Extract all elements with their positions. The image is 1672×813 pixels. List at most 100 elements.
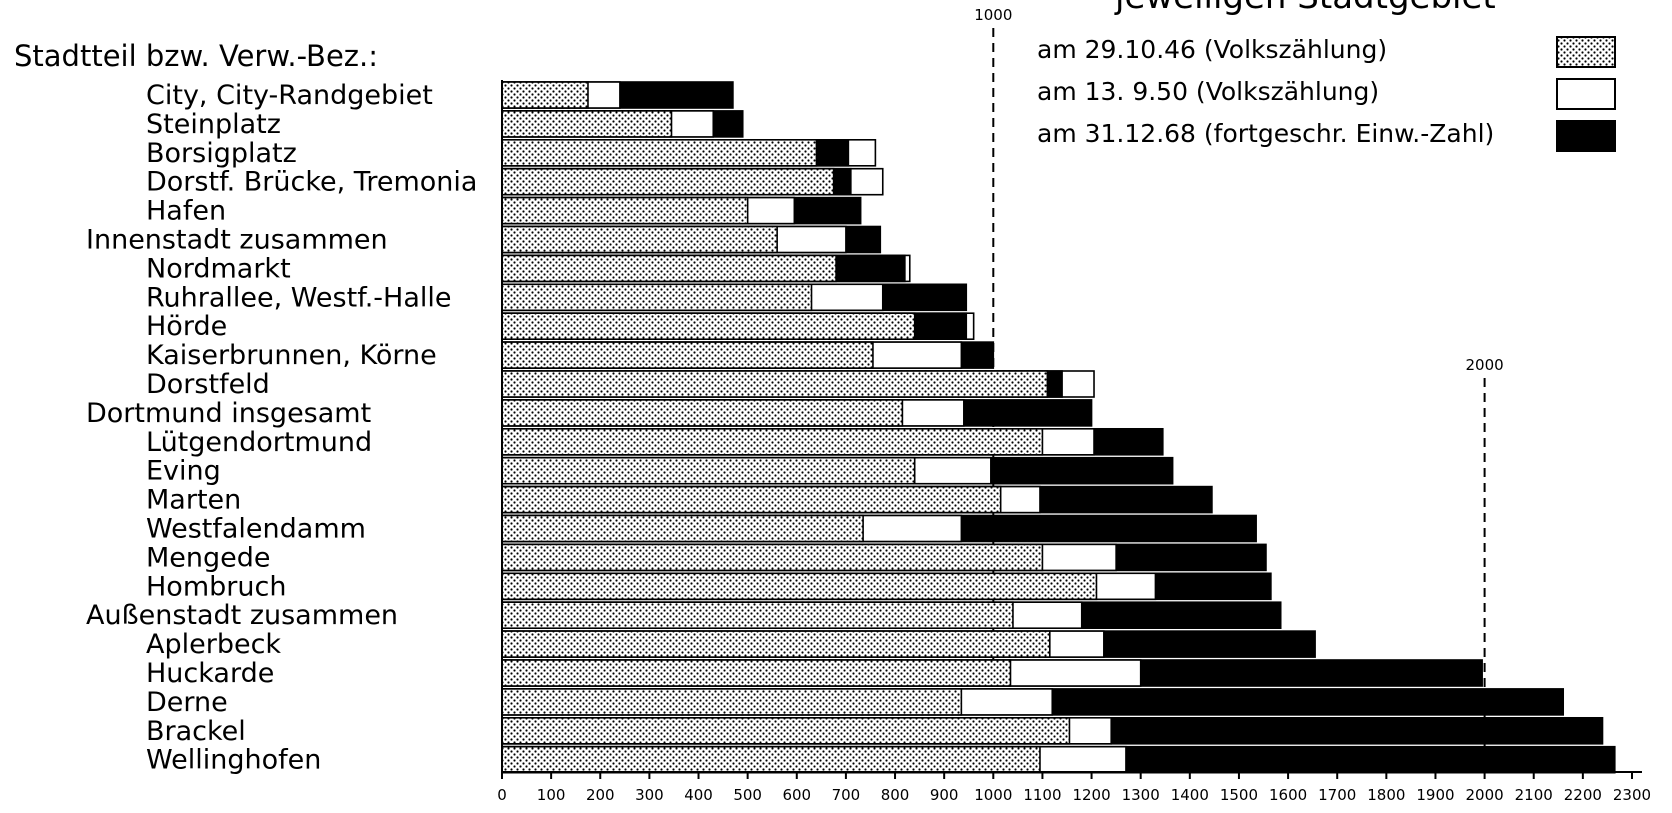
bar-row [501,543,1267,572]
bar-1946 [501,341,874,369]
bar-1946 [501,630,1051,658]
reference-label-2000: 2000 [1466,356,1504,374]
bar-1946 [501,601,1014,630]
bar-1946 [501,456,916,485]
bar-1946 [501,167,835,196]
bar-row [501,110,744,138]
x-tick-label: 1600 [1269,786,1307,804]
row-label: Aplerbeck [146,629,281,660]
bar-row [501,572,1272,601]
bar-row [501,399,1093,427]
bar-1946 [501,688,963,716]
bar-row [501,370,1095,398]
bar-1946 [501,572,1098,601]
legend-label-1946: am 29.10.46 (Volkszählung) [1037,35,1387,64]
legend: am 29.10.46 (Volkszählung) am 13. 9.50 (… [1037,35,1616,152]
row-label: Dorstf. Brücke, Tremonia [146,167,477,198]
row-label: Huckarde [146,658,274,689]
x-tick-label: 700 [832,786,861,804]
row-label: Borsigplatz [146,138,297,169]
legend-swatch-1968 [1556,120,1616,152]
bar-row [501,659,1483,687]
x-tick-label: 2100 [1515,786,1553,804]
row-label: Dortmund insgesamt [86,398,371,429]
bar-row [501,630,1316,658]
x-tick-label: 800 [881,786,910,804]
bar-row [501,456,1174,485]
row-label: Hafen [146,196,226,227]
bar-row [501,688,1565,716]
x-tick-label: 100 [537,786,566,804]
bar-1946 [501,485,1002,514]
x-tick-label: 1700 [1318,786,1356,804]
x-tick-label: 1200 [1072,786,1110,804]
bar-row [501,312,975,341]
bar-1946 [501,716,1071,745]
legend-label-1950: am 13. 9.50 (Volkszählung) [1037,77,1379,106]
bar-1946 [501,110,673,138]
bar-1946 [501,745,1041,774]
x-tick-label: 1000 [974,786,1012,804]
bar-row [501,341,995,369]
x-tick-label: 900 [930,786,959,804]
bars-group [501,81,1616,774]
row-label: Hombruch [146,571,286,602]
bar-row [501,427,1164,456]
bar-1946 [501,81,589,109]
bar-1946 [501,225,778,254]
row-label: City, City-Randgebiet [146,80,433,111]
row-label: Hörde [146,311,227,342]
row-labels: City, City-RandgebietSteinplatzBorsigpla… [86,80,477,776]
bar-row [501,254,911,283]
bar-1946 [501,543,1044,572]
x-tick-label: 1100 [1023,786,1061,804]
bar-row [501,485,1213,514]
bar-row [501,601,1282,630]
bar-row [501,81,734,109]
x-tick-label: 500 [733,786,762,804]
bar-1946 [501,659,1012,687]
bar-1946 [501,254,837,283]
row-label: Dorstfeld [146,369,270,400]
x-tick-label: 300 [635,786,664,804]
row-label: Brackel [146,716,246,747]
legend-swatch-1950 [1556,78,1616,110]
bar-row [501,745,1616,774]
x-tick-label: 2000 [1466,786,1504,804]
x-tick-label: 400 [684,786,713,804]
x-tick-label: 2300 [1613,786,1651,804]
x-tick-label: 1800 [1367,786,1405,804]
bar-row [501,139,877,167]
row-label: Derne [146,687,228,718]
bar-1946 [501,283,813,312]
x-tick-label: 0 [497,786,507,804]
x-tick-label: 600 [782,786,811,804]
row-label: Nordmarkt [146,253,291,284]
legend-label-1968: am 31.12.68 (fortgeschr. Einw.-Zahl) [1037,119,1494,148]
reference-label-1000: 1000 [974,6,1012,24]
bar-row [501,225,882,254]
row-label: Kaiserbrunnen, Körne [146,340,437,371]
row-label: Mengede [146,542,271,573]
row-label: Innenstadt zusammen [86,225,388,256]
bar-1946 [501,196,749,225]
chart-title: jeweiligen Stadtgebiet [1114,0,1496,17]
bar-row [501,514,1257,543]
bar-1946 [501,370,1049,398]
row-label: Marten [146,485,241,516]
x-tick-label: 2200 [1564,786,1602,804]
bar-row [501,283,968,312]
bar-1946 [501,514,864,543]
x-tick-label: 200 [586,786,615,804]
x-tick-label: 1400 [1171,786,1209,804]
bar-1946 [501,427,1044,456]
x-axis: 0 100 200 300 400 500 600 700 800 900 1000 1100 1200… [497,80,1651,804]
x-tick-label: 1500 [1220,786,1258,804]
bar-1946 [501,312,916,341]
row-label: Westfalendamm [146,514,366,545]
row-label: Wellinghofen [146,745,321,776]
row-label: Lütgendortmund [146,427,372,458]
legend-swatch-1946 [1556,36,1616,68]
row-label: Ruhrallee, Westf.-Halle [146,282,452,313]
row-label: Steinplatz [146,109,281,140]
